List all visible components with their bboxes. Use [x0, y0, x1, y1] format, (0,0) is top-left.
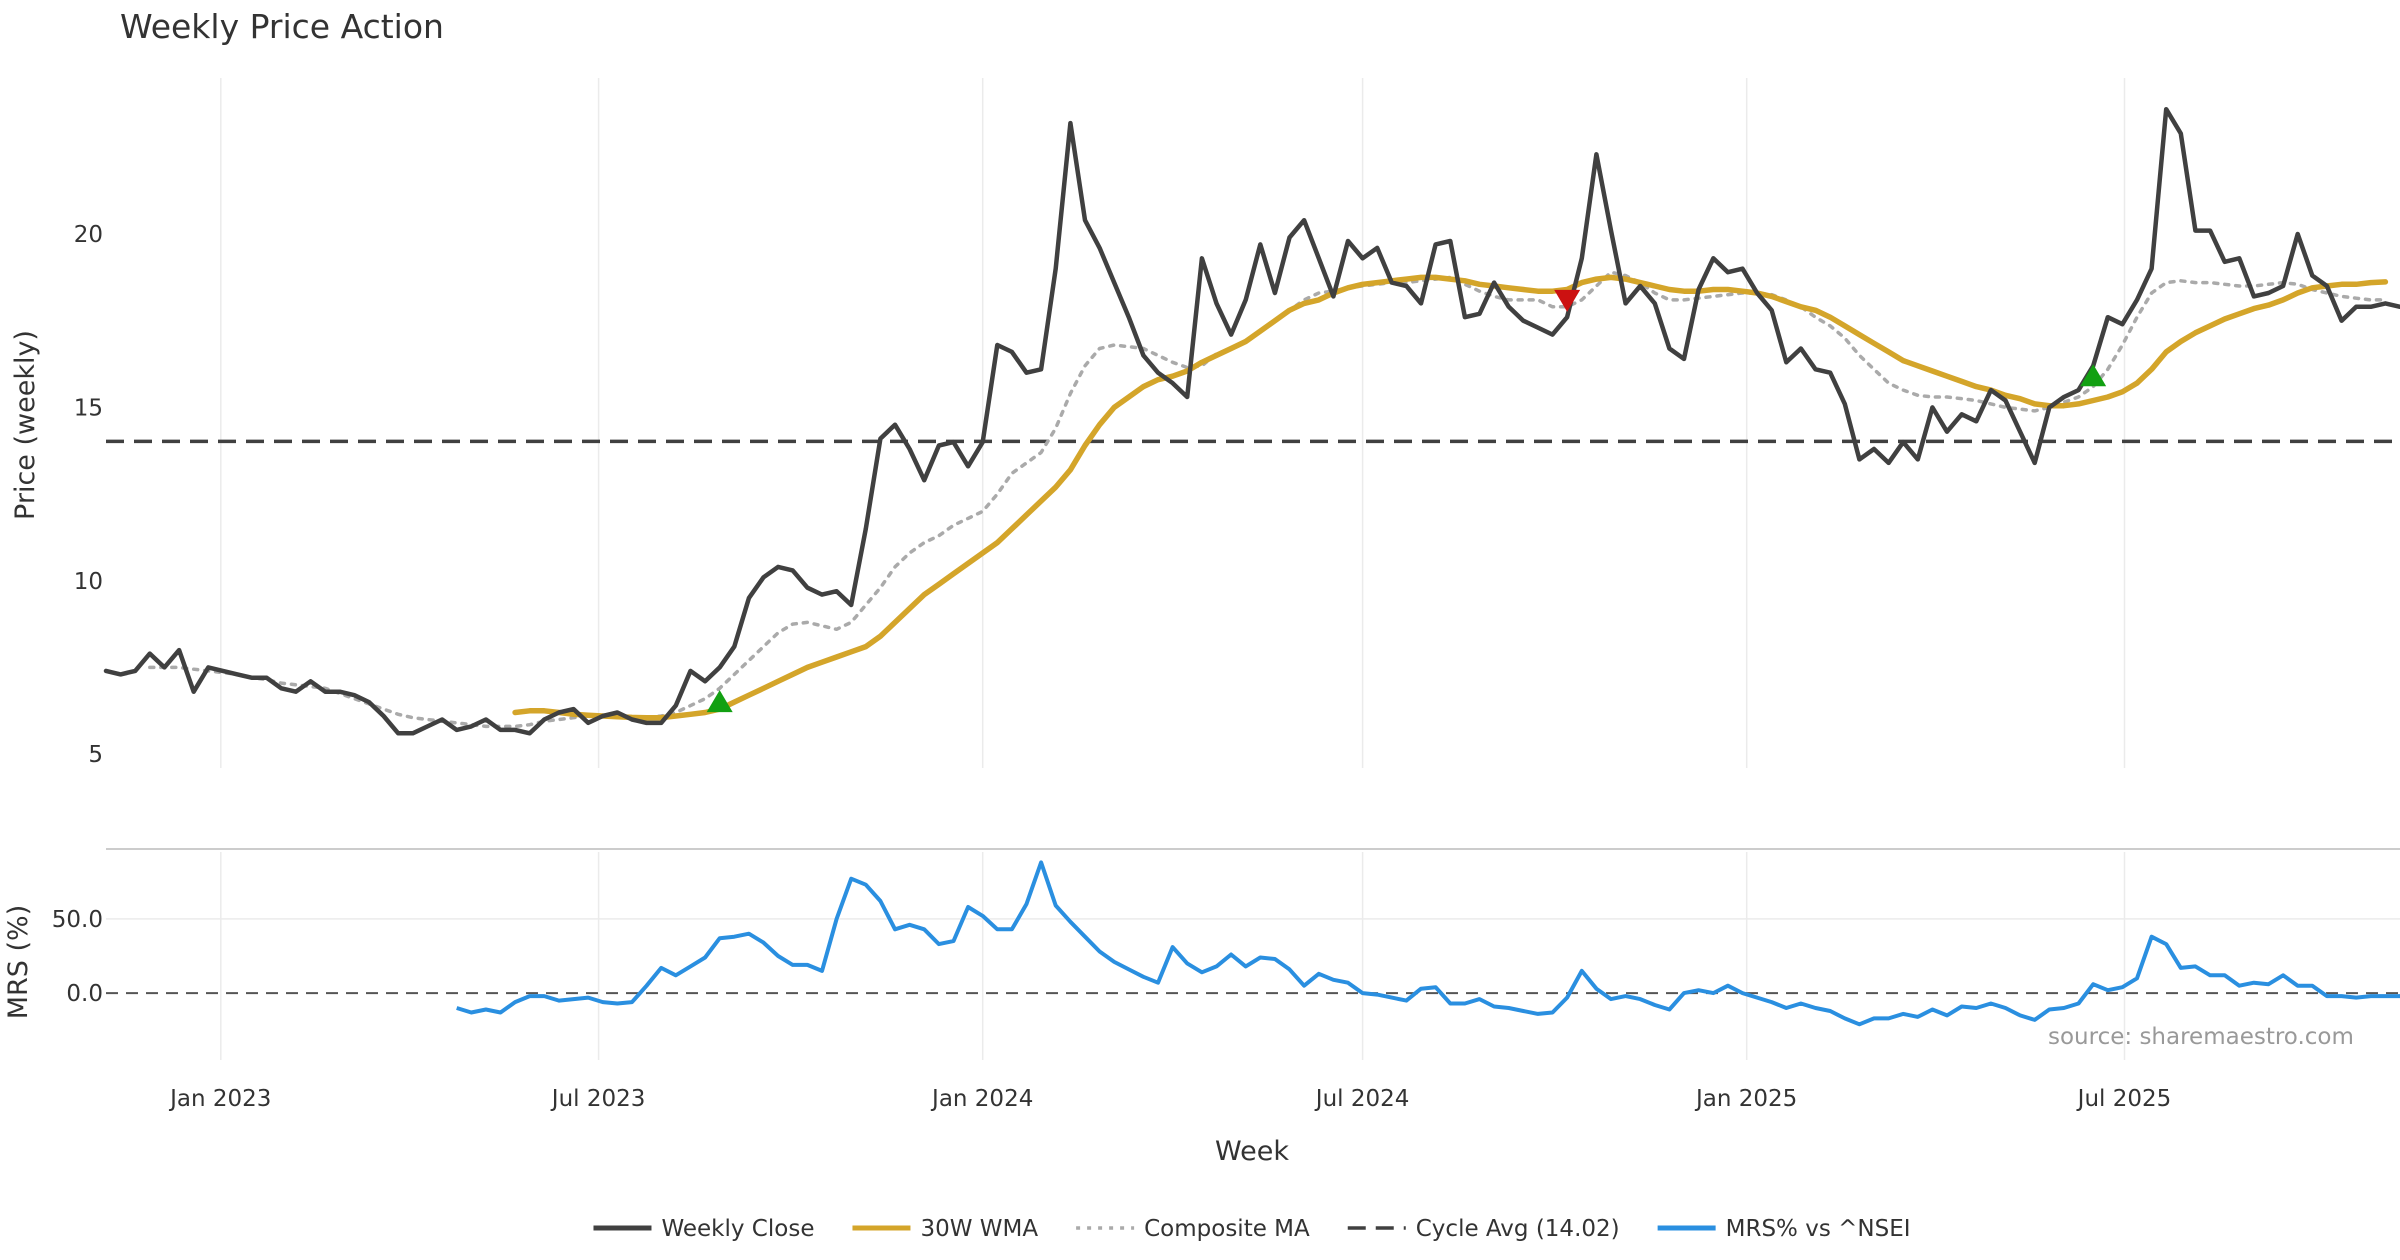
legend-label-2: Composite MA [1144, 1216, 1310, 1242]
signal-markers [706, 289, 2107, 713]
series-composite-ma [148, 270, 2388, 729]
series-mrs-vs-nsei [456, 860, 2400, 1027]
legend: Weekly Close 30W WMA Composite MA Cycle Avg… [593, 1216, 1911, 1242]
x-tick-label-5: Jul 2025 [2076, 1086, 2172, 1112]
price-y-tick-label-3: 20 [74, 222, 103, 248]
sell-signal-marker-1 [1554, 289, 1581, 312]
mrs-y-axis-label: MRS (%) [3, 905, 34, 1020]
mrs-series-group [106, 860, 2400, 1027]
x-axis-ticks: Jan 2023 Jul 2023 Jan 2024 Jul 2024 Jan 2025… [168, 1086, 2171, 1112]
price-y-tick-label-2: 15 [74, 395, 103, 421]
series-weekly-close [103, 106, 2400, 736]
chart-title: Weekly Price Action [120, 7, 444, 46]
source-label: source: sharemaestro.com [2048, 1024, 2354, 1050]
legend-label-1: 30W WMA [920, 1216, 1038, 1242]
x-tick-label-2: Jan 2024 [930, 1086, 1033, 1112]
x-tick-label-4: Jan 2025 [1694, 1086, 1797, 1112]
mrs-y-tick-label-0: 0.0 [66, 981, 103, 1007]
series-30w-wma [512, 274, 2389, 721]
buy-signal-marker-2 [2080, 364, 2107, 387]
buy-signal-marker-0 [706, 690, 733, 713]
mrs-y-tick-label-1: 50.0 [52, 907, 103, 933]
x-tick-label-1: Jul 2023 [550, 1086, 646, 1112]
mrs-y-axis-ticks: 0.0 50.0 [52, 907, 103, 1007]
price-y-axis-label: Price (weekly) [10, 330, 41, 520]
x-tick-label-0: Jan 2023 [168, 1086, 271, 1112]
legend-label-4: MRS% vs ^NSEI [1726, 1216, 1911, 1242]
price-y-axis-ticks: 5 10 15 20 [74, 222, 103, 768]
price-y-tick-label-0: 5 [88, 742, 103, 768]
price-y-tick-label-1: 10 [74, 569, 103, 595]
x-tick-label-3: Jul 2024 [1314, 1086, 1410, 1112]
price-panel-grid [220, 78, 2126, 768]
price-series-group [103, 106, 2400, 736]
legend-label-3: Cycle Avg (14.02) [1416, 1216, 1620, 1242]
mrs-panel-grid [106, 852, 2400, 1060]
x-axis-label: Week [1215, 1136, 1289, 1167]
legend-label-0: Weekly Close [661, 1216, 814, 1242]
